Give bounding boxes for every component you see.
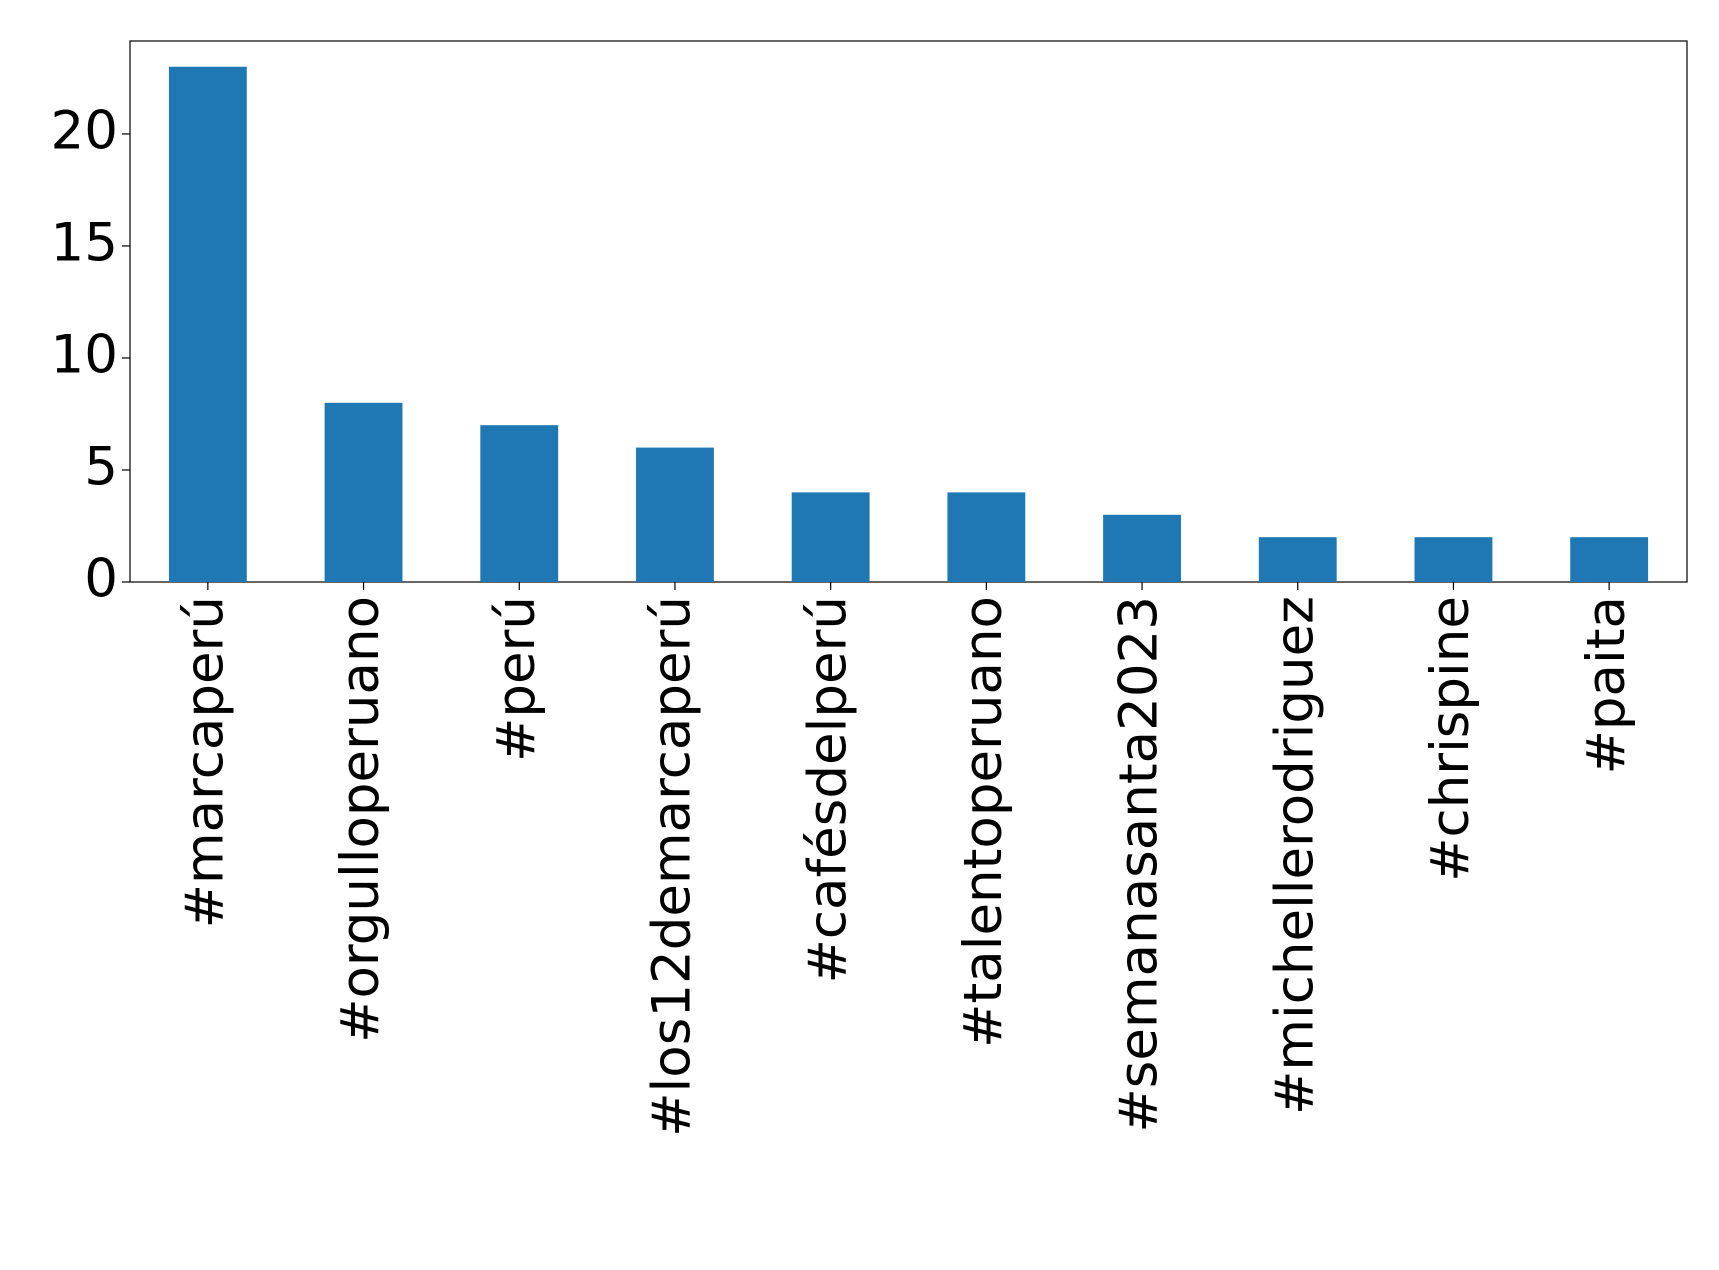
- plot-frame: [129, 40, 1688, 583]
- y-tick-label: 20: [51, 101, 118, 162]
- x-tick-label: #marcaperú: [174, 596, 235, 928]
- x-tick-label: #michellerodriguez: [1264, 596, 1325, 1115]
- x-tick-label: #talentoperuano: [953, 596, 1014, 1048]
- bar: [168, 66, 247, 582]
- x-tick-label: #semanasanta2023: [1109, 596, 1170, 1133]
- bar: [636, 447, 714, 582]
- x-tick-label: #los12demarcaperú: [642, 596, 703, 1137]
- y-tick-label: 5: [84, 437, 118, 498]
- bar: [1570, 537, 1649, 582]
- bar: [324, 402, 403, 582]
- y-tick-label: 10: [51, 325, 118, 386]
- x-tick-label: #perú: [486, 596, 547, 762]
- y-tick-label: 0: [84, 549, 118, 610]
- bar: [1414, 537, 1493, 582]
- y-tick-label: 15: [51, 213, 118, 274]
- bar: [791, 492, 870, 582]
- bar: [1103, 514, 1181, 582]
- bar: [947, 492, 1026, 582]
- x-tick-label: #paita: [1576, 596, 1637, 775]
- x-tick-label: #cafésdelperú: [797, 596, 858, 984]
- bar: [1258, 537, 1337, 582]
- bar: [480, 425, 559, 582]
- x-tick-label: #chrispine: [1420, 596, 1481, 882]
- x-tick-label: #orgulloperuano: [330, 596, 391, 1043]
